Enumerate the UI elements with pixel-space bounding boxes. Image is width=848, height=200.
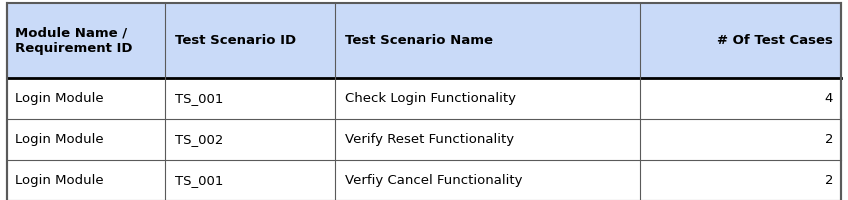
Text: Login Module: Login Module <box>15 174 103 187</box>
Bar <box>7 119 841 160</box>
Text: Login Module: Login Module <box>15 92 103 105</box>
Text: 2: 2 <box>824 174 833 187</box>
Text: # Of Test Cases: # Of Test Cases <box>717 34 833 47</box>
Bar <box>7 78 841 119</box>
Text: TS_002: TS_002 <box>175 133 223 146</box>
Text: TS_001: TS_001 <box>175 174 223 187</box>
Bar <box>7 160 841 200</box>
Text: Module Name /
Requirement ID: Module Name / Requirement ID <box>15 26 132 55</box>
Text: Verfiy Cancel Functionality: Verfiy Cancel Functionality <box>345 174 522 187</box>
Text: Verify Reset Functionality: Verify Reset Functionality <box>345 133 514 146</box>
Text: Test Scenario Name: Test Scenario Name <box>345 34 493 47</box>
Bar <box>7 3 841 78</box>
Text: 2: 2 <box>824 133 833 146</box>
Text: 4: 4 <box>824 92 833 105</box>
Text: Test Scenario ID: Test Scenario ID <box>175 34 296 47</box>
Text: Login Module: Login Module <box>15 133 103 146</box>
Text: Check Login Functionality: Check Login Functionality <box>345 92 516 105</box>
Text: TS_001: TS_001 <box>175 92 223 105</box>
